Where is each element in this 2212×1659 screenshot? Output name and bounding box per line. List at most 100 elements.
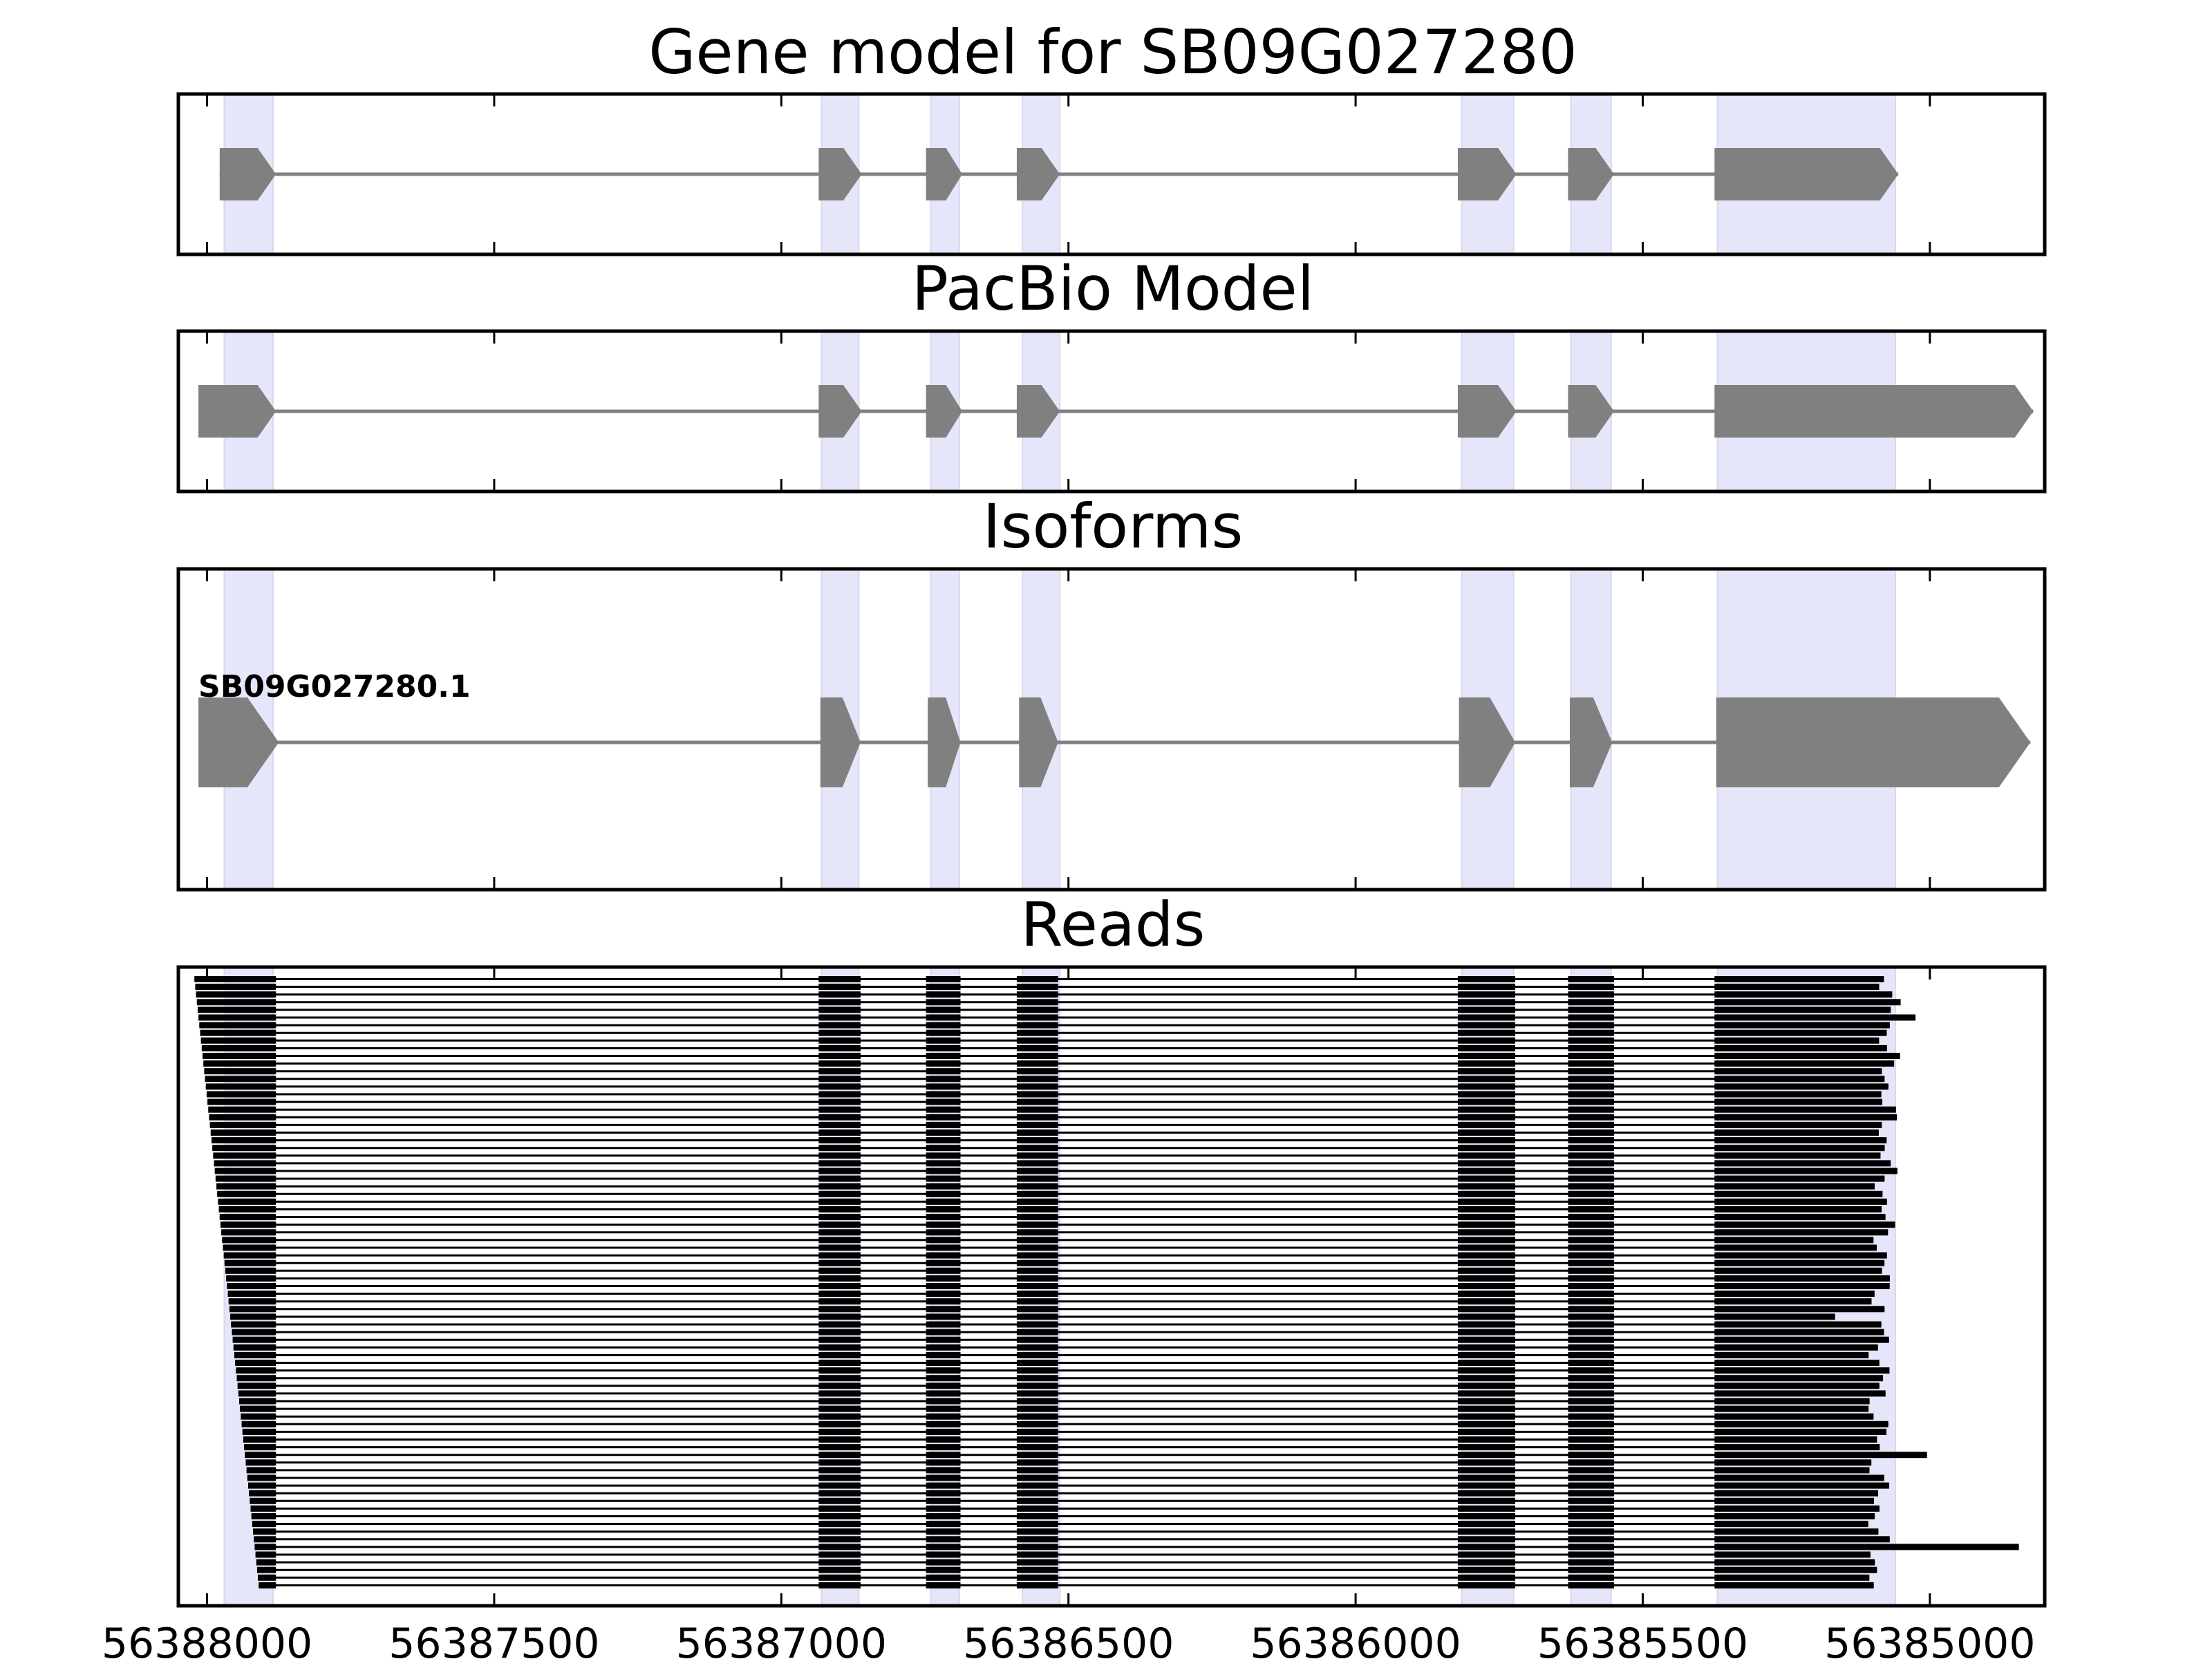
read-block xyxy=(818,1152,861,1159)
read-block xyxy=(1568,1190,1614,1197)
read-block xyxy=(818,1130,861,1136)
read-block xyxy=(1457,1421,1516,1427)
read xyxy=(214,1168,1897,1174)
read-block xyxy=(1714,1053,1900,1059)
read-block xyxy=(255,1551,276,1558)
read-block xyxy=(1016,1528,1058,1535)
exon xyxy=(198,697,279,787)
read-block xyxy=(221,1229,276,1236)
read-block xyxy=(1568,1137,1614,1144)
read-block xyxy=(211,1137,276,1144)
read-block xyxy=(926,1452,961,1459)
read-block xyxy=(1568,1521,1614,1528)
read-block xyxy=(200,1029,276,1036)
read-block xyxy=(818,1198,861,1205)
read-block xyxy=(1568,1053,1614,1059)
read-block xyxy=(1568,1566,1614,1573)
read-block xyxy=(926,1244,961,1251)
read-block xyxy=(818,1259,861,1266)
read-block xyxy=(220,1221,276,1228)
read-block xyxy=(1457,1459,1516,1466)
read-block xyxy=(926,1190,961,1197)
read-block xyxy=(926,1291,961,1297)
read-block xyxy=(818,1168,861,1174)
read-block xyxy=(1714,1130,1879,1136)
read-block xyxy=(1714,1367,1890,1374)
read-block xyxy=(926,1259,961,1266)
read-block xyxy=(209,1114,276,1121)
read-block xyxy=(926,1076,961,1082)
read xyxy=(196,991,1893,998)
read-block xyxy=(1457,1390,1516,1397)
read-block xyxy=(818,1291,861,1297)
read-block xyxy=(926,1229,961,1236)
read-block xyxy=(1016,1091,1058,1098)
read-block xyxy=(1457,1336,1516,1343)
read-block xyxy=(1714,1137,1887,1144)
read-block xyxy=(818,1574,861,1581)
read-block xyxy=(1016,1060,1058,1067)
read-block xyxy=(1714,1214,1886,1221)
read-block xyxy=(1457,1206,1516,1212)
read-block xyxy=(1568,1076,1614,1082)
read-block xyxy=(1714,1329,1884,1335)
read-block xyxy=(1016,1145,1058,1152)
read-block xyxy=(818,1313,861,1320)
x-tick-label: 56386500 xyxy=(963,1620,1174,1659)
read-block xyxy=(926,1267,961,1274)
read-block xyxy=(1016,991,1058,998)
read-block xyxy=(1016,1482,1058,1489)
read xyxy=(256,1559,1875,1566)
read-block xyxy=(1457,1574,1516,1581)
read-block xyxy=(214,1160,276,1167)
read-block xyxy=(1016,1351,1058,1358)
read-block xyxy=(1016,1490,1058,1497)
exon xyxy=(198,385,276,438)
read-block xyxy=(926,1436,961,1443)
read-block xyxy=(232,1336,276,1343)
read-block xyxy=(1457,1398,1516,1405)
read-block xyxy=(926,991,961,998)
read-block xyxy=(818,991,861,998)
read xyxy=(242,1428,1886,1435)
read-block xyxy=(818,1114,861,1121)
read xyxy=(258,1574,1870,1581)
gene-model-panel: Gene model for SB09G027280 xyxy=(176,17,2047,256)
read-block xyxy=(1714,1175,1885,1182)
read-block xyxy=(1457,1513,1516,1519)
read-block xyxy=(1568,1014,1614,1021)
read-block xyxy=(1457,1267,1516,1274)
panel-title-isoforms: Isoforms xyxy=(983,491,1244,562)
read-block xyxy=(1568,1367,1614,1374)
read xyxy=(245,1452,1927,1459)
read-block xyxy=(1016,1198,1058,1205)
feature-layer xyxy=(219,148,1899,200)
read-block xyxy=(1714,1474,1884,1481)
read-block xyxy=(926,1168,961,1174)
exon xyxy=(1714,385,2034,438)
read-block xyxy=(1714,1221,1895,1228)
read-block xyxy=(1714,1145,1885,1152)
read-block xyxy=(1568,1444,1614,1451)
read-block xyxy=(1568,1160,1614,1167)
read-block xyxy=(818,1559,861,1566)
read-block xyxy=(1714,1160,1891,1167)
read xyxy=(209,1114,1897,1121)
read-block xyxy=(224,1259,276,1266)
read-block xyxy=(1714,1497,1874,1504)
read-layer xyxy=(194,976,2019,1588)
read-block xyxy=(1457,1168,1516,1174)
read-block xyxy=(1457,984,1516,991)
read-block xyxy=(1016,1152,1058,1159)
read-block xyxy=(818,976,861,982)
read-block xyxy=(1714,1551,1871,1558)
read-block xyxy=(926,999,961,1006)
read xyxy=(210,1130,1879,1136)
read-block xyxy=(1457,1275,1516,1282)
read-block xyxy=(926,1175,961,1182)
exon xyxy=(1016,385,1060,438)
read-block xyxy=(818,1428,861,1435)
read-block xyxy=(1568,1114,1614,1121)
read-block xyxy=(223,1252,276,1259)
read xyxy=(235,1360,1880,1366)
